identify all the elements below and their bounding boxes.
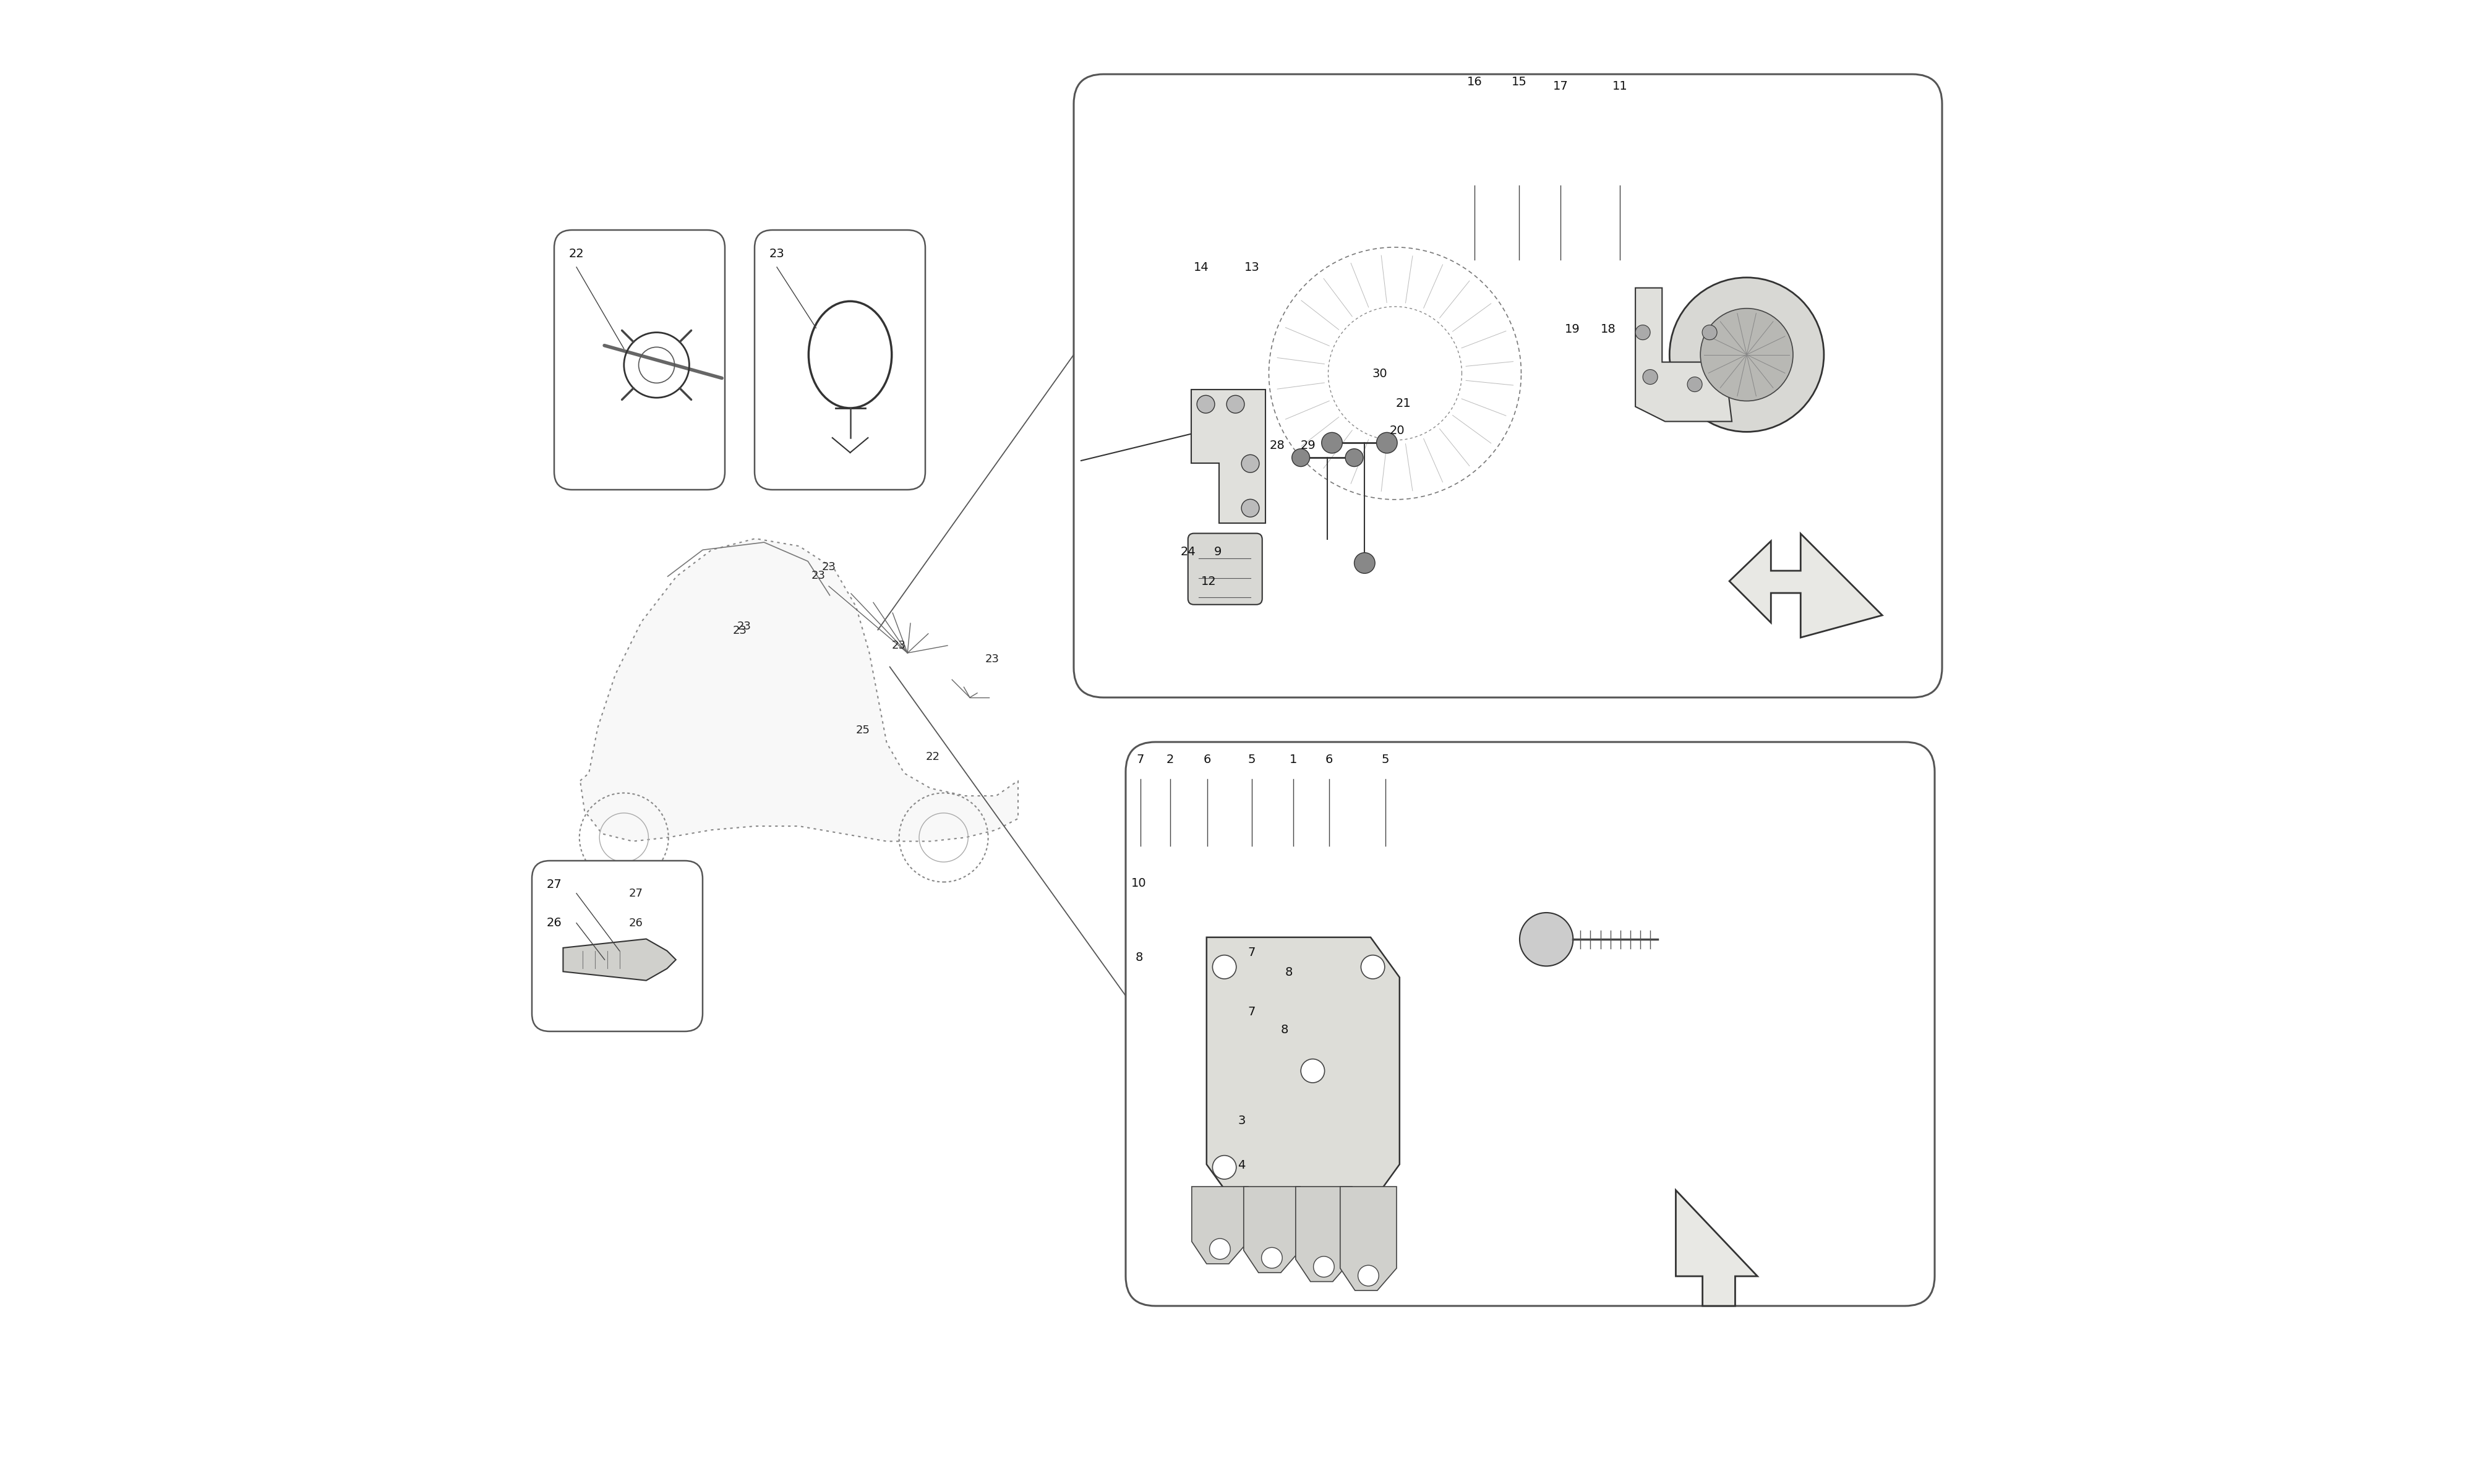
Circle shape	[1227, 395, 1244, 413]
Circle shape	[1353, 552, 1376, 573]
Text: 14: 14	[1195, 261, 1210, 273]
Circle shape	[1314, 1257, 1333, 1278]
Text: 26: 26	[547, 917, 562, 929]
Text: 16: 16	[1467, 76, 1482, 88]
Text: 3: 3	[1237, 1114, 1244, 1126]
FancyBboxPatch shape	[1074, 74, 1942, 697]
Text: 27: 27	[628, 887, 643, 899]
Text: 21: 21	[1395, 398, 1410, 410]
Circle shape	[1242, 454, 1259, 472]
Text: 13: 13	[1244, 261, 1259, 273]
Polygon shape	[1207, 938, 1400, 1205]
Text: 8: 8	[1282, 1024, 1289, 1036]
Circle shape	[1376, 432, 1398, 453]
Text: 24: 24	[1180, 546, 1195, 558]
Text: 4: 4	[1237, 1159, 1244, 1171]
Circle shape	[1242, 499, 1259, 516]
Polygon shape	[1190, 389, 1264, 522]
Text: 28: 28	[1269, 439, 1284, 451]
Polygon shape	[579, 539, 1019, 841]
Text: 20: 20	[1390, 424, 1405, 436]
FancyBboxPatch shape	[755, 230, 925, 490]
Circle shape	[1361, 956, 1385, 979]
Text: 18: 18	[1601, 324, 1616, 335]
Text: 7: 7	[1247, 947, 1257, 959]
Text: 23: 23	[821, 561, 836, 573]
Text: 25: 25	[856, 724, 871, 736]
Text: 8: 8	[1136, 951, 1143, 963]
Text: 6: 6	[1326, 754, 1333, 766]
Text: 12: 12	[1202, 576, 1217, 588]
Text: 22: 22	[569, 248, 584, 260]
Circle shape	[1212, 1156, 1237, 1180]
Text: 23: 23	[769, 248, 784, 260]
Text: 23: 23	[811, 570, 826, 582]
Polygon shape	[1244, 1187, 1301, 1273]
Text: 9: 9	[1215, 546, 1222, 558]
Circle shape	[1212, 956, 1237, 979]
Text: 10: 10	[1131, 877, 1145, 889]
Circle shape	[1301, 1060, 1324, 1083]
Text: 8: 8	[1284, 966, 1294, 978]
Circle shape	[1262, 1248, 1282, 1269]
Text: 2: 2	[1165, 754, 1175, 766]
Circle shape	[1291, 448, 1309, 466]
Polygon shape	[1729, 534, 1883, 638]
Text: 15: 15	[1512, 76, 1526, 88]
Circle shape	[1635, 325, 1650, 340]
Circle shape	[1687, 377, 1702, 392]
Text: 29: 29	[1301, 439, 1316, 451]
Polygon shape	[1341, 1187, 1395, 1291]
Circle shape	[1670, 278, 1823, 432]
Text: 1: 1	[1289, 754, 1296, 766]
Circle shape	[1197, 395, 1215, 413]
Text: 5: 5	[1247, 754, 1257, 766]
Text: 22: 22	[925, 751, 940, 763]
Polygon shape	[1635, 288, 1732, 421]
Polygon shape	[564, 939, 675, 981]
Text: 23: 23	[737, 620, 752, 632]
Text: 7: 7	[1247, 1006, 1257, 1018]
Text: 23: 23	[732, 625, 747, 637]
Polygon shape	[1675, 1190, 1757, 1306]
FancyBboxPatch shape	[532, 861, 703, 1031]
Text: 11: 11	[1613, 80, 1628, 92]
Text: 26: 26	[628, 917, 643, 929]
Circle shape	[1210, 1239, 1230, 1260]
Polygon shape	[1296, 1187, 1351, 1282]
Text: 6: 6	[1202, 754, 1212, 766]
FancyBboxPatch shape	[1188, 533, 1262, 604]
Text: 30: 30	[1373, 368, 1388, 380]
FancyBboxPatch shape	[1126, 742, 1935, 1306]
Text: 19: 19	[1566, 324, 1581, 335]
Circle shape	[1519, 913, 1573, 966]
Text: 27: 27	[547, 879, 562, 890]
Text: 7: 7	[1136, 754, 1145, 766]
Circle shape	[1358, 1266, 1378, 1287]
Text: 23: 23	[891, 640, 905, 651]
Circle shape	[1346, 448, 1363, 466]
Circle shape	[1700, 309, 1794, 401]
Circle shape	[1702, 325, 1717, 340]
Circle shape	[1321, 432, 1343, 453]
Polygon shape	[1192, 1187, 1247, 1264]
Circle shape	[1643, 370, 1658, 384]
FancyBboxPatch shape	[554, 230, 725, 490]
Text: 5: 5	[1380, 754, 1390, 766]
Text: 17: 17	[1554, 80, 1569, 92]
Text: 23: 23	[985, 653, 999, 665]
